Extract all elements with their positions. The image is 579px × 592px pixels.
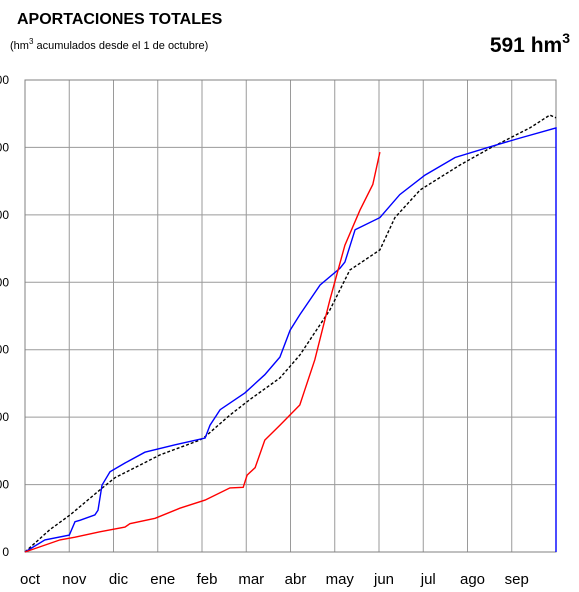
x-tick-label: nov xyxy=(62,571,87,588)
x-tick-label: sep xyxy=(505,571,529,588)
series-line xyxy=(24,151,381,553)
x-tick-label: jul xyxy=(420,571,436,588)
x-tick-label: dic xyxy=(109,571,129,588)
x-tick-label: may xyxy=(326,571,355,588)
x-tick-label: jun xyxy=(373,571,394,588)
chart-subtitle: (hm3 acumulados desde el 1 de octubre) xyxy=(10,37,208,52)
series-line xyxy=(24,126,557,553)
total-unit: hm xyxy=(531,34,563,57)
x-tick-label: abr xyxy=(285,571,307,588)
y-tick-label: 0 xyxy=(2,545,9,559)
total-unit-sup: 3 xyxy=(562,30,570,46)
y-tick-label: 100 xyxy=(0,478,9,492)
x-tick-label: ago xyxy=(460,571,485,588)
y-tick-label: 200 xyxy=(0,410,9,424)
x-tick-label: oct xyxy=(20,571,41,588)
y-tick-label: 400 xyxy=(0,275,9,289)
y-tick-label: 500 xyxy=(0,208,9,222)
total: 591 hm3 xyxy=(490,30,570,57)
series-line xyxy=(24,114,557,553)
total-value: 591 xyxy=(490,34,525,57)
subtitle-sup: 3 xyxy=(29,37,34,46)
plot-area: 0 100 200 300 400 500 600 700 oct nov dic ene feb mar… xyxy=(0,73,557,588)
y-tick-label: 600 xyxy=(0,140,9,154)
chart-title: APORTACIONES TOTALES xyxy=(17,11,223,28)
subtitle-text: (hm xyxy=(10,40,29,52)
y-tick-label: 700 xyxy=(0,73,9,87)
x-tick-label: ene xyxy=(150,571,175,588)
x-tick-label: mar xyxy=(238,571,264,588)
x-tick-label: feb xyxy=(197,571,218,588)
subtitle-text: acumulados desde el 1 de octubre) xyxy=(33,40,208,52)
y-tick-label: 300 xyxy=(0,343,9,357)
